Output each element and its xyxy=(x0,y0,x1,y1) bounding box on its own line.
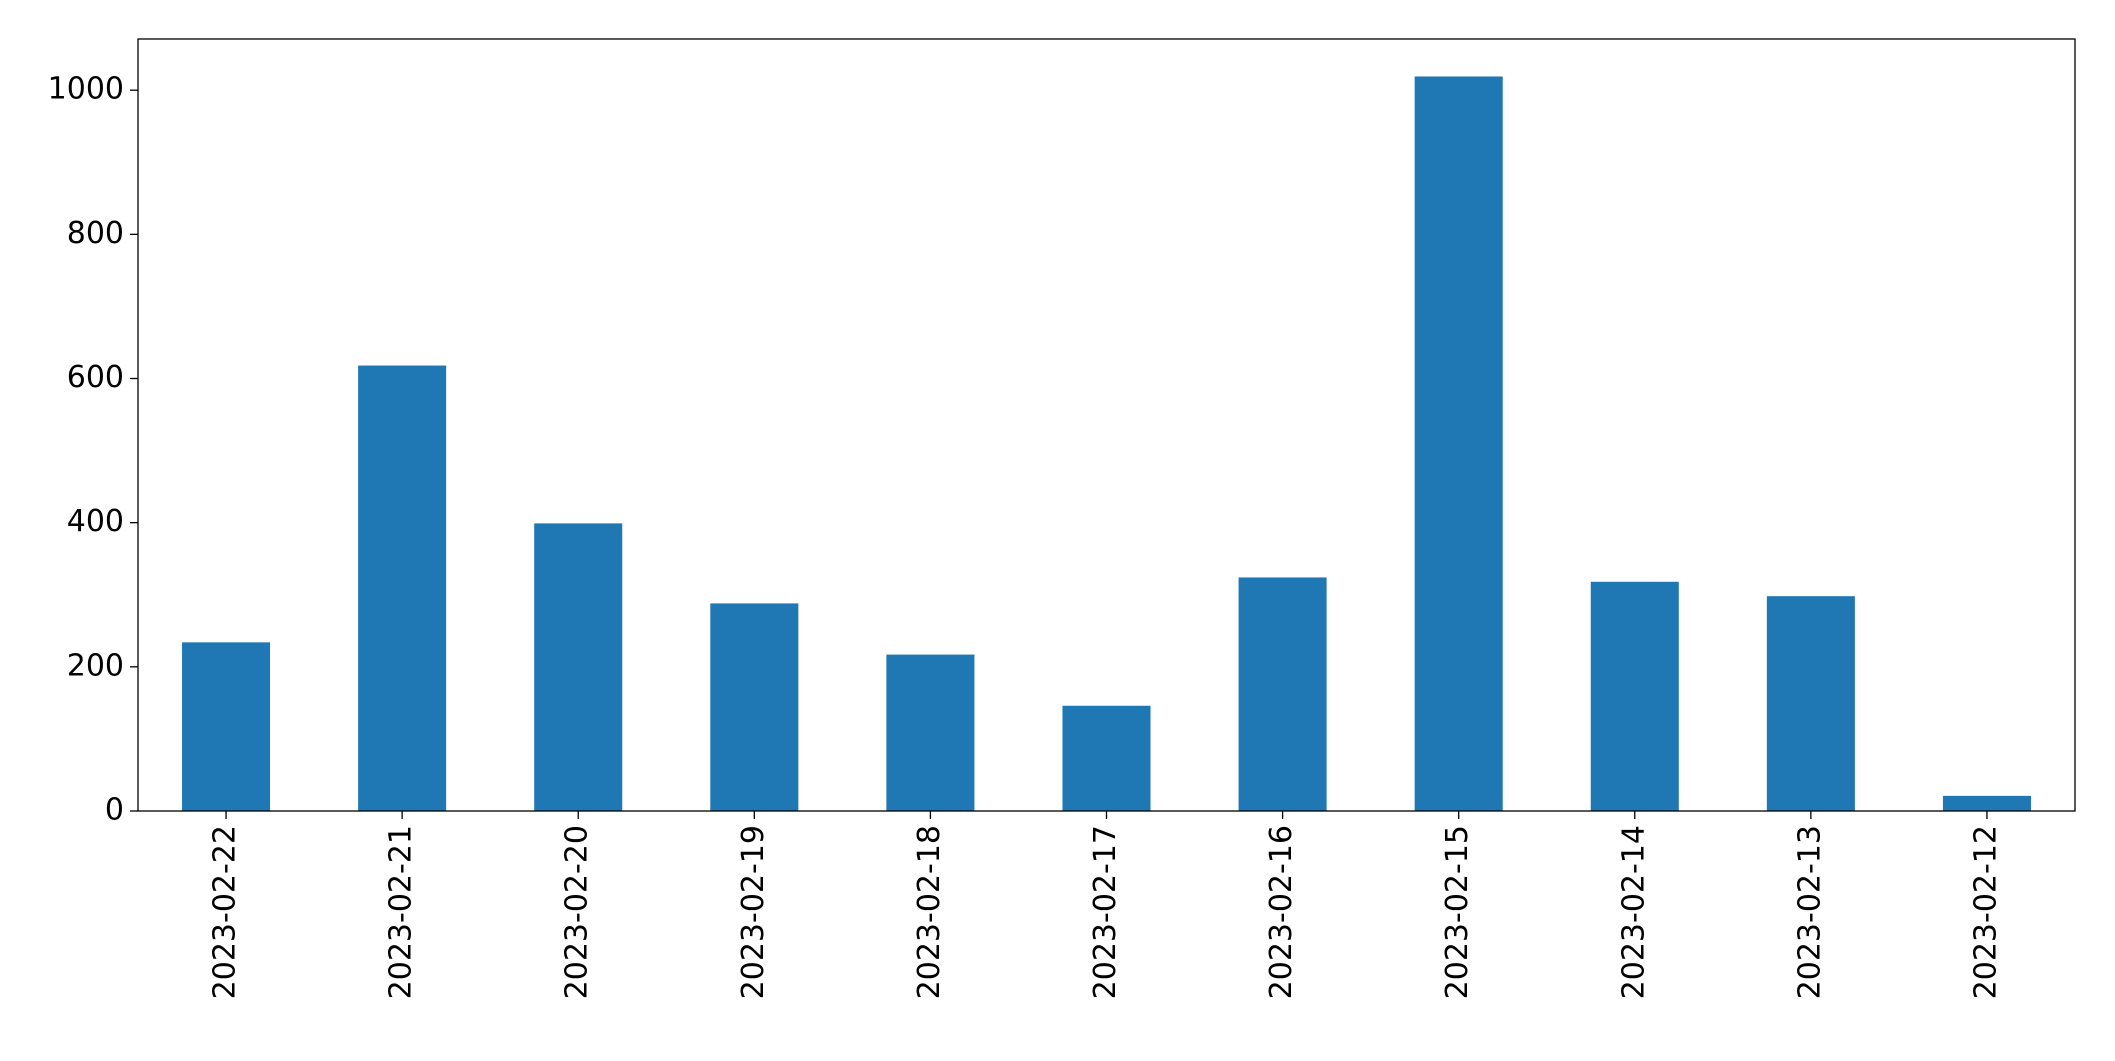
x-tick-label: 2023-02-14 xyxy=(1616,825,1651,999)
bar xyxy=(1766,596,1855,811)
bar xyxy=(1942,795,2031,811)
x-tick-label: 2023-02-19 xyxy=(736,825,771,999)
y-tick-label: 200 xyxy=(67,648,124,683)
x-tick-label: 2023-02-20 xyxy=(560,825,595,999)
bar xyxy=(1414,76,1503,811)
y-tick-label: 0 xyxy=(105,793,124,828)
x-tick-label: 2023-02-13 xyxy=(1792,825,1827,999)
bar xyxy=(886,654,975,811)
x-tick-label: 2023-02-12 xyxy=(1968,825,2003,999)
bar xyxy=(358,365,447,811)
y-tick-label: 800 xyxy=(67,216,124,251)
y-tick-label: 600 xyxy=(67,360,124,395)
y-tick-label: 400 xyxy=(67,504,124,539)
bar xyxy=(534,523,623,811)
bar xyxy=(1062,705,1151,811)
bar xyxy=(182,642,271,811)
bar xyxy=(710,603,799,811)
y-tick-label: 1000 xyxy=(48,72,124,107)
x-tick-label: 2023-02-22 xyxy=(208,825,243,999)
x-tick-label: 2023-02-21 xyxy=(384,825,419,999)
x-tick-label: 2023-02-17 xyxy=(1088,825,1123,999)
x-tick-label: 2023-02-18 xyxy=(912,825,947,999)
plot-frame xyxy=(137,38,2076,812)
bar xyxy=(1590,581,1679,811)
x-tick-label: 2023-02-15 xyxy=(1440,825,1475,999)
bar xyxy=(1238,577,1327,811)
x-tick-label: 2023-02-16 xyxy=(1264,825,1299,999)
